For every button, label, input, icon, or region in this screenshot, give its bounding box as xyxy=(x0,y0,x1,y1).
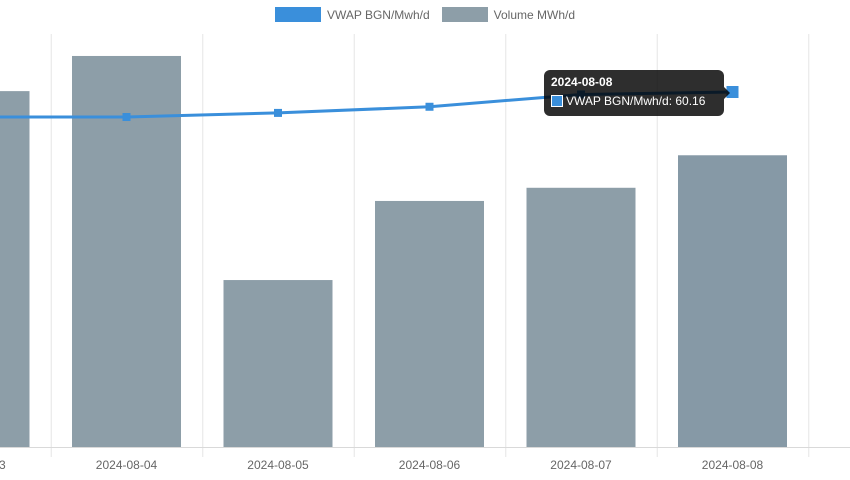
tooltip-title: 2024-08-08 xyxy=(551,75,613,89)
volume-bar[interactable] xyxy=(375,200,484,447)
x-tick-label: 2024-08-04 xyxy=(96,458,158,472)
legend-swatch-volume xyxy=(441,7,488,22)
volume-bar[interactable] xyxy=(526,187,636,447)
chart-tooltip: 2024-08-08 VWAP BGN/Mwh/d: 60.16 xyxy=(544,70,730,116)
vwap-point[interactable] xyxy=(122,113,131,122)
vwap-point[interactable] xyxy=(274,108,282,117)
tooltip-caret xyxy=(724,87,730,99)
volume-bar[interactable] xyxy=(678,155,787,447)
x-tick-label: 2024-08-06 xyxy=(399,458,461,472)
volume-bar[interactable] xyxy=(0,91,30,448)
legend-item-volume[interactable]: Volume MWh/d xyxy=(441,7,576,22)
x-tick-label: 2024-08-03 xyxy=(0,458,6,472)
volume-bar[interactable] xyxy=(223,280,333,447)
chart-legend: VWAP BGN/Mwh/d Volume MWh/d xyxy=(0,7,850,22)
vwap-point[interactable] xyxy=(425,102,434,111)
tooltip-label: VWAP BGN/Mwh/d: 60.16 xyxy=(566,94,706,108)
legend-label-volume: Volume MWh/d xyxy=(493,7,576,22)
x-tick-label: 2024-08-08 xyxy=(702,458,764,472)
x-tick-label: 2024-08-07 xyxy=(550,458,612,472)
tooltip-swatch xyxy=(551,95,563,107)
tooltip-row: VWAP BGN/Mwh/d: 60.16 xyxy=(551,94,717,108)
volume-bar[interactable] xyxy=(72,55,181,448)
legend-label-vwap: VWAP BGN/Mwh/d xyxy=(326,7,430,22)
x-tick-label: 2024-08-05 xyxy=(247,458,309,472)
legend-item-vwap[interactable]: VWAP BGN/Mwh/d xyxy=(274,7,430,22)
legend-swatch-vwap xyxy=(274,7,321,22)
